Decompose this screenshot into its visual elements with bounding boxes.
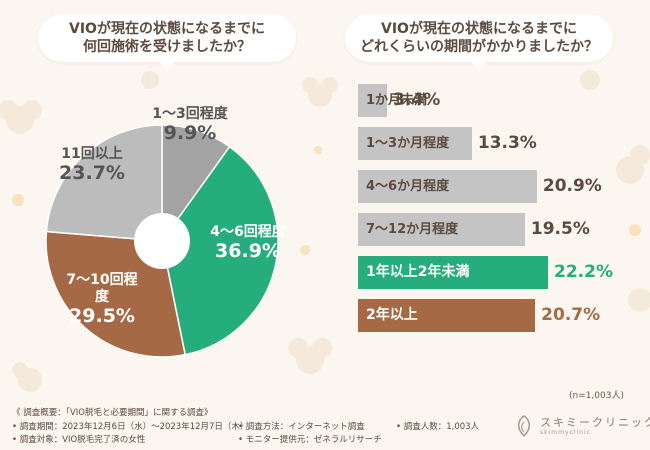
bar <box>358 84 388 117</box>
sample-size-note: (n=1,003人) <box>568 391 624 401</box>
bubble-tail <box>159 61 175 70</box>
bar-value-label: 3.4% <box>393 90 441 110</box>
pie-slice-label: 4〜6回程度 36.9% <box>208 224 288 262</box>
pie-value-label: 9.9% <box>163 122 217 144</box>
bar-category-label: 1〜3か月程度 <box>366 136 450 151</box>
bar-category-label: 2年以上 <box>366 307 418 323</box>
bar-category-label: 1か月未満 <box>366 93 428 108</box>
bar-row: 4〜6か月程度 20.9% <box>358 170 618 203</box>
question-1-text: VIOが現在の状態になるまでに 何回施術を受けましたか？ <box>69 21 265 55</box>
pie-value-label: 29.5% <box>69 305 135 327</box>
bar-value-label: 13.3% <box>477 133 537 153</box>
survey-period: • 調査期間：2023年12月6日（水）〜2023年12月7日（木） <box>12 422 249 432</box>
bar-category-label: 7〜12か月程度 <box>366 222 459 237</box>
bar <box>358 127 472 160</box>
bar <box>358 299 536 332</box>
pie-category-label: 4〜6回程度 <box>210 224 286 240</box>
bar-value-label: 19.5% <box>530 219 590 239</box>
clinic-logo-name: スキミークリニック <box>540 416 650 429</box>
bubble-tail <box>471 61 487 70</box>
clinic-logo-icon <box>518 415 530 438</box>
pie-slice <box>45 124 163 242</box>
bar-row: 2年以上 20.7% <box>358 299 618 332</box>
bar-row: 7〜12か月程度 19.5% <box>358 213 618 246</box>
question-1-bubble: VIOが現在の状態になるまでに 何回施術を受けましたか？ <box>38 14 296 70</box>
survey-provider: • モニター提供元：ゼネラルリサーチ <box>238 435 382 445</box>
question-2-text: VIOが現在の状態になるまでに どれくらいの期間がかかりましたか？ <box>360 21 598 55</box>
clinic-logo-subtitle: skimmyclinic <box>540 429 591 436</box>
pie-value-label: 36.9% <box>215 240 281 262</box>
survey-method: • 調査方法：インターネット調査 <box>238 422 365 432</box>
question-2-bubble: VIOが現在の状態になるまでに どれくらいの期間がかかりましたか？ <box>345 14 613 70</box>
bar <box>358 256 548 289</box>
bar-value-label: 20.9% <box>542 176 602 196</box>
bar <box>358 170 537 203</box>
survey-overview: 《 調査概要：「VIO脱毛と必要期間」に関する調査》 <box>12 408 213 418</box>
pie-value-label: 23.7% <box>59 162 125 184</box>
pie-slice <box>161 145 279 356</box>
pie-center-hole <box>134 213 190 269</box>
pie-slice <box>161 124 231 244</box>
bar-row: 1か月未満 3.4% <box>358 84 618 117</box>
pie-slice-label: 1〜3回程度 9.9% <box>150 106 230 144</box>
pie-category-label: 11回以上 <box>61 146 123 162</box>
bar-category-label: 1年以上2年未満 <box>366 264 470 280</box>
survey-count: • 調査人数：1,003人 <box>396 422 480 432</box>
pie-slice-label: 11回以上 23.7% <box>52 146 132 184</box>
pie-slice-label: 7〜10回程度 29.5% <box>62 272 142 327</box>
bar-row: 1〜3か月程度 13.3% <box>358 127 618 160</box>
pie-category-label: 1〜3回程度 <box>152 106 228 122</box>
bar-row: 1年以上2年未満 22.2% <box>358 256 618 289</box>
bar <box>358 213 525 246</box>
bar-category-label: 4〜6か月程度 <box>366 179 450 194</box>
pie-category-label: 7〜10回程度 <box>66 272 138 305</box>
bar-value-label: 20.7% <box>541 305 601 325</box>
footer: 《 調査概要：「VIO脱毛と必要期間」に関する調査》 • 調査期間：2023年1… <box>0 404 650 450</box>
survey-target: • 調査対象：VIO脱毛完了済の女性 <box>12 435 146 445</box>
bar-value-label: 22.2% <box>554 262 613 282</box>
